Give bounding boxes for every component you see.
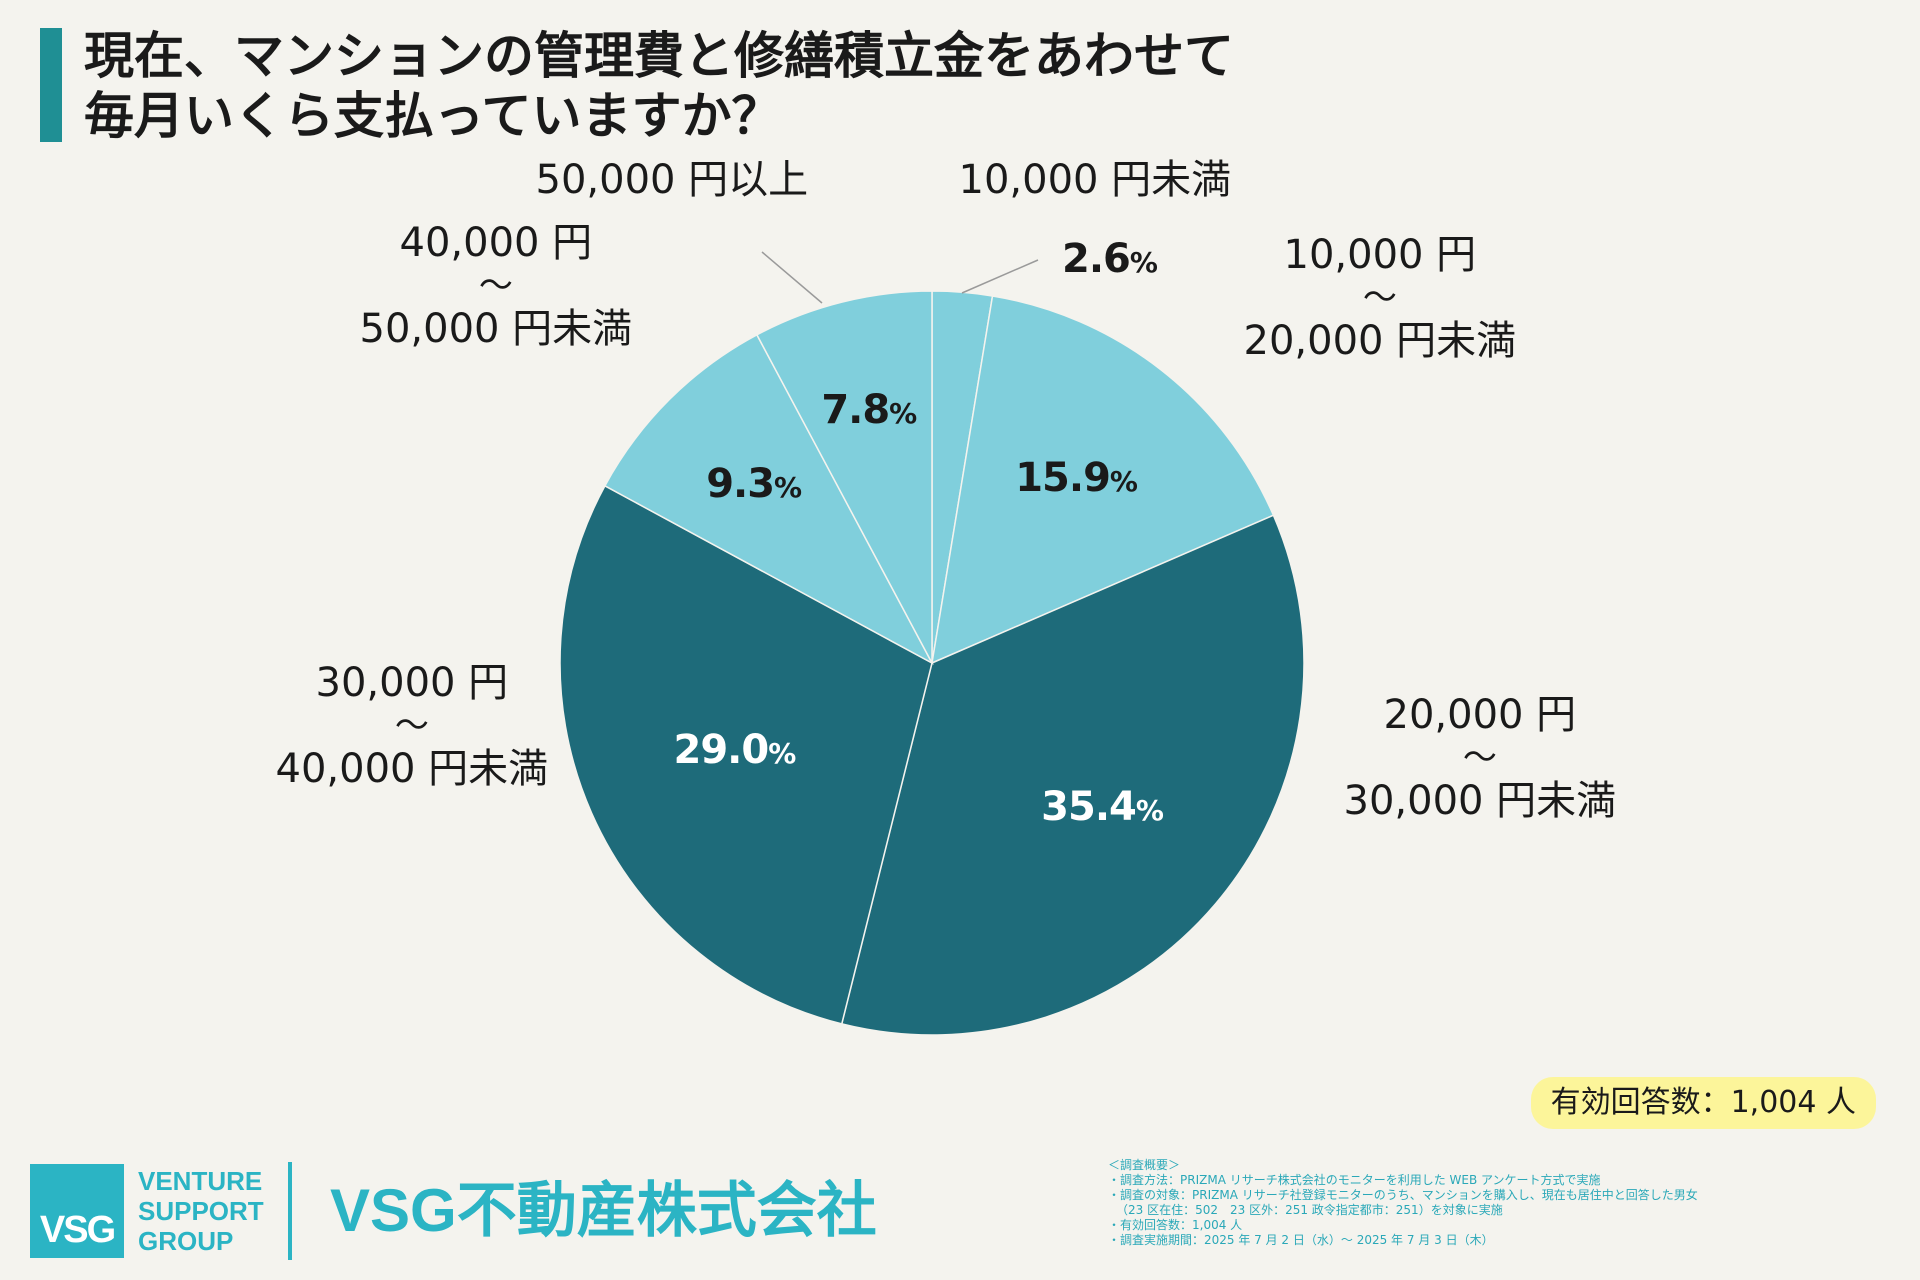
logo-word-3: GROUP xyxy=(138,1226,234,1256)
title-accent-bar xyxy=(40,28,62,142)
survey-line: ・調査方法：PRIZMA リサーチ株式会社のモニターを利用した WEB アンケー… xyxy=(1108,1173,1601,1187)
slice-percent-label: 15.9% xyxy=(1015,455,1138,502)
survey-overview: ＜調査概要＞ ・調査方法：PRIZMA リサーチ株式会社のモニターを利用した W… xyxy=(1108,1158,1698,1248)
title-line-1: 現在、マンションの管理費と修繕積立金をあわせて xyxy=(84,27,1234,85)
survey-line: ・調査実施期間：2025 年 7 月 2 日（水）～ 2025 年 7 月 3 … xyxy=(1108,1233,1494,1247)
slice-category-label: 20,000 円～ 30,000 円未満 xyxy=(1343,692,1617,824)
slice-percent-label: 29.0% xyxy=(673,726,797,773)
leader-line xyxy=(761,251,823,304)
leader-line xyxy=(961,259,1039,294)
slice-percent-label: 2.6% xyxy=(1062,236,1158,282)
pie-slice xyxy=(559,484,933,1025)
vsg-logo-mark: VSG xyxy=(30,1164,124,1258)
page-title: 現在、マンションの管理費と修繕積立金をあわせて 毎月いくら支払っていますか？ xyxy=(84,26,1234,146)
respondent-count-badge: 有効回答数：1,004 人 xyxy=(1530,1077,1876,1129)
logo-word-2: SUPPORT xyxy=(138,1196,264,1226)
slice-category-label: 40,000 円～ 50,000 円未満 xyxy=(359,220,633,352)
logo-wordmark: VENTURE SUPPORT GROUP xyxy=(138,1166,264,1256)
pie-slice xyxy=(603,333,934,665)
slice-percent-label: 35.4% xyxy=(1041,784,1164,831)
slice-percent-label: 7.8% xyxy=(821,387,917,434)
title-line-2: 毎月いくら支払っていますか？ xyxy=(84,87,782,145)
slice-category-label: 10,000 円～ 20,000 円未満 xyxy=(1243,232,1517,364)
pie-slice xyxy=(931,295,1275,665)
survey-heading: ＜調査概要＞ xyxy=(1108,1158,1181,1172)
slice-category-label: 30,000 円～ 40,000 円未満 xyxy=(275,660,549,792)
slice-category-label: 50,000 円以上 xyxy=(535,157,809,203)
pie-slice xyxy=(840,514,1305,1036)
company-name: VSG不動産株式会社 xyxy=(330,1177,877,1244)
slice-percent-label: 9.3% xyxy=(706,460,802,507)
survey-line: ・調査の対象：PRIZMA リサーチ社登録モニターのうち、マンションを購入し、現… xyxy=(1108,1188,1698,1202)
slice-category-label: 10,000 円未満 xyxy=(958,157,1232,203)
survey-line: （23 区在住：502 23 区外：251 政令指定都市：251）を対象に実施 xyxy=(1116,1203,1503,1217)
logo-divider xyxy=(288,1162,292,1260)
survey-line: ・有効回答数：1,004 人 xyxy=(1108,1218,1243,1232)
pie-slice xyxy=(755,290,933,664)
logo-word-1: VENTURE xyxy=(138,1166,263,1196)
